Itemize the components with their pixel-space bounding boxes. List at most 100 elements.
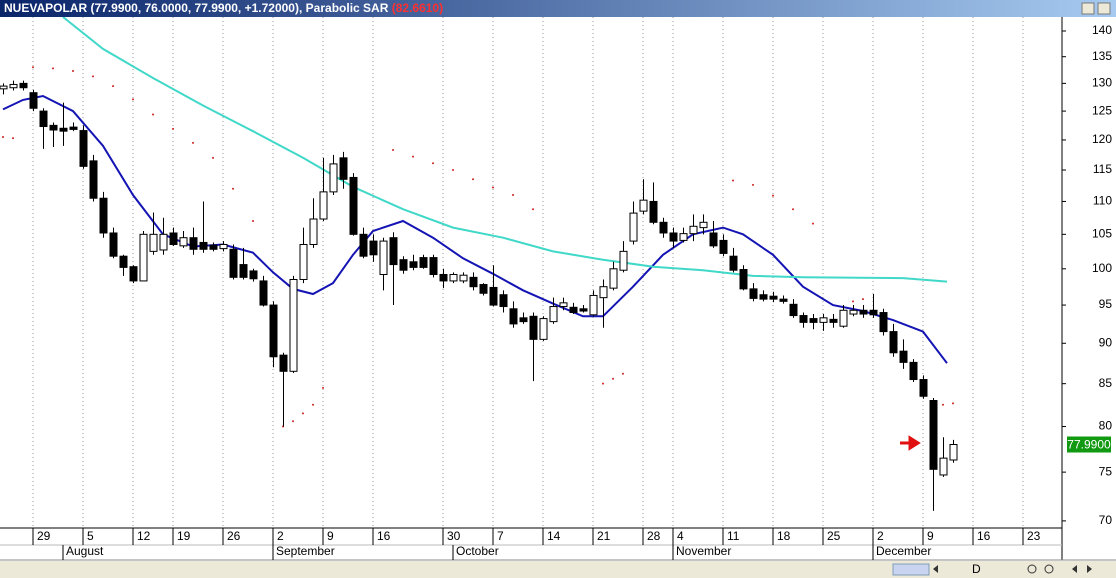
candle-body (719, 239, 728, 254)
sar-dot (322, 386, 324, 389)
sar-dot (512, 194, 514, 197)
close-button[interactable] (1097, 2, 1111, 15)
y-tick-label: 130 (1092, 76, 1112, 90)
candle-body (739, 269, 748, 290)
candle-body (899, 350, 908, 363)
y-tick-label: 140 (1092, 23, 1112, 37)
candle-body (159, 233, 168, 251)
candle-body (9, 83, 18, 89)
toolbar-label[interactable]: D (972, 562, 981, 576)
candle-body (389, 237, 398, 266)
candle-body (429, 257, 438, 275)
candle-body (749, 288, 758, 299)
candle-body (249, 270, 258, 280)
restore-button[interactable] (1081, 2, 1095, 15)
sar-dot (492, 186, 494, 189)
scroll-arrow[interactable] (933, 565, 938, 573)
candle-body (879, 312, 888, 333)
candle-body (39, 110, 48, 128)
sar-dot (212, 156, 214, 159)
candle-body (699, 221, 708, 229)
candle-body (379, 240, 388, 275)
sar-dot (32, 66, 34, 69)
last-price-label: 77.9900 (1067, 438, 1111, 452)
candle-body (599, 286, 608, 299)
candle-body (299, 243, 308, 280)
month-label: August (66, 544, 104, 558)
candle-body (569, 306, 578, 314)
candle-body (319, 191, 328, 220)
sar-dot (132, 98, 134, 101)
candle-body (49, 124, 58, 131)
title-bar (0, 0, 1116, 17)
sar-dot (72, 69, 74, 72)
x-tick-label: 23 (1027, 529, 1041, 543)
sar-dot (752, 183, 754, 186)
sar-dot (112, 85, 114, 88)
candle-body (509, 308, 518, 325)
candle-body (289, 278, 298, 372)
candle-body (149, 233, 158, 252)
candle-body (479, 284, 488, 294)
x-tick-label: 18 (777, 529, 791, 543)
candle-body (309, 218, 318, 245)
candle-body (459, 274, 468, 282)
x-tick-label: 11 (727, 529, 740, 543)
candle-body (129, 266, 138, 282)
candle-body (419, 257, 428, 268)
sar-dot (302, 412, 304, 415)
x-tick-label: 25 (827, 529, 841, 543)
sar-dot (432, 162, 434, 165)
candle-body (939, 457, 948, 476)
candle-body (269, 304, 278, 358)
sar-dot (772, 194, 774, 197)
sar-dot (172, 127, 174, 130)
x-tick-label: 21 (597, 529, 611, 543)
zoom-button[interactable] (1044, 564, 1054, 574)
x-tick-label: 2 (277, 529, 284, 543)
sar-dot (852, 300, 854, 303)
candle-body (679, 233, 688, 241)
candle-body (209, 244, 218, 250)
sar-dot (602, 382, 604, 385)
candle-body (409, 261, 418, 268)
candle-body (869, 309, 878, 316)
chart-title: NUEVAPOLAR (77.9900, 76.0000, 77.9900, +… (4, 1, 443, 15)
sar-dot (622, 372, 624, 375)
scroll-thumb[interactable] (892, 563, 930, 576)
nav-arrows[interactable] (1072, 565, 1092, 573)
y-tick-label: 135 (1092, 49, 1112, 63)
moving-average-line (62, 17, 948, 283)
candle-body (449, 273, 458, 282)
y-tick-label: 70 (1099, 513, 1113, 527)
candle-body (79, 130, 88, 167)
sar-dot (392, 149, 394, 152)
sar-dot (152, 113, 154, 116)
candle-body (259, 280, 268, 306)
candle-body (919, 379, 928, 397)
x-tick-label: 14 (547, 529, 561, 543)
candle-body (499, 294, 508, 308)
x-tick-label: 30 (447, 529, 461, 543)
candle-body (779, 298, 788, 302)
candle-body (709, 232, 718, 247)
candle-body (439, 273, 448, 282)
candle-body (909, 361, 918, 381)
moving-average-line (2, 94, 948, 364)
candle-body (829, 318, 838, 323)
title-values: (77.9900, 76.0000, 77.9900, +1.72000), (90, 1, 302, 15)
x-tick-label: 28 (647, 529, 661, 543)
sar-dot (942, 403, 944, 406)
sar-dot (92, 75, 94, 78)
sar-dot (52, 67, 54, 70)
candle-body (0, 85, 8, 90)
candle-body (579, 308, 588, 312)
zoom-button[interactable] (1027, 564, 1037, 574)
annotation-arrow (900, 435, 921, 451)
candle-body (229, 248, 238, 278)
sar-dot (792, 208, 794, 211)
candle-body (99, 197, 108, 234)
candle-body (789, 303, 798, 317)
sar-dot (732, 179, 734, 182)
